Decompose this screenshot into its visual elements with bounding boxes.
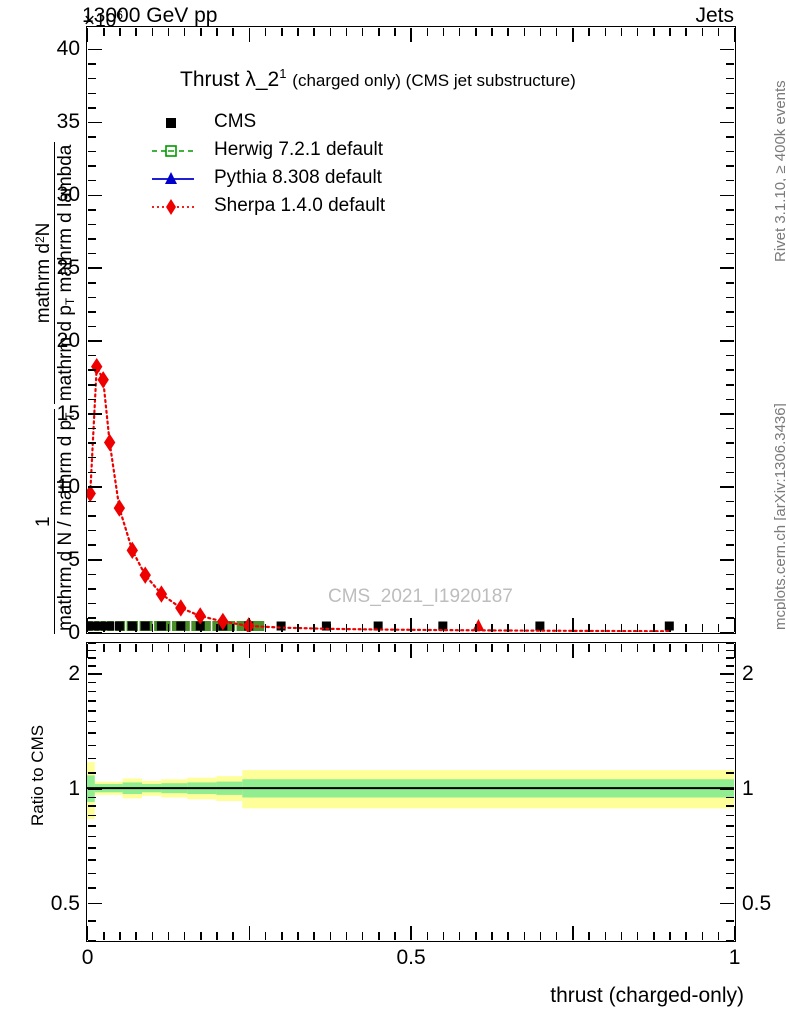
y-tick-label: 25 [56,256,80,280]
ratio-axis-title: Ratio to CMS [28,724,47,826]
y-axis-numerator-one: 1 [33,409,56,634]
data-point-marker [140,621,150,631]
data-point-marker [155,585,168,603]
x-axis-title: thrust (charged-only) [550,984,744,1007]
data-point-marker [156,621,166,631]
ratio-y-tick-labels: 0.5 1 2 [20,642,80,942]
beam-energy-label: 13000 GeV pp [82,4,218,27]
rivet-version-note: Rivet 3.1.10, ≥ 400k events [772,80,786,262]
mcplots-reference-note: mcplots.cern.ch [arXiv:1306.3436] [772,403,786,630]
series-sherpa [87,357,671,632]
ratio-plot-frame [86,642,736,942]
legend-key-herwig [150,136,208,164]
data-point-marker [321,621,331,631]
y-tick-label: 30 [56,183,80,207]
data-point-marker [114,621,124,631]
series-herwig [87,621,265,631]
data-point-marker [472,619,485,631]
y-axis-num2-tail: N [33,222,54,237]
y-tick-label: 15 [56,401,80,425]
plot-title-superscript: 1 [279,66,287,81]
main-plot-frame [86,26,736,634]
y-axis-den2-sub: T [63,297,78,306]
y-axis-den2-text: mathrm d p [55,305,77,402]
ratio-plot-svg [87,762,734,820]
y-axis-title-frac-right: mathrm d2N mathrm d pT mathrm d lambda [33,141,78,405]
data-point-marker [105,621,115,631]
y-tick-label: 5 [68,547,80,571]
legend-label-cms: CMS [214,111,257,132]
y-axis-denominator-dptdlambda: mathrm d pT mathrm d lambda [55,142,78,405]
legend-label-sherpa: Sherpa 1.4.0 default [214,195,386,216]
ratio-y-tick-label: 0.5 [50,891,80,915]
legend-key-cms [150,108,208,136]
data-point-marker [87,621,95,631]
x-tick-label: 1 [728,946,741,969]
data-point-marker [175,599,187,617]
x-tick-labels: 0 0.5 1 [82,946,741,980]
data-point-marker [276,621,286,631]
ratio-y-tick-label-right: 1 [742,776,754,800]
y-axis-num2-sup: 2 [33,236,47,244]
main-y-tick-labels: 0 5 10 15 20 25 30 35 40 [20,26,80,643]
data-point-marker [87,484,96,503]
ratio-y-tick-label-right: 2 [742,661,754,685]
data-point-marker [126,541,138,560]
y-axis-num2-text: mathrm d [33,243,54,324]
scale-exponent: 6 [116,8,123,22]
legend-key-sherpa [150,192,208,220]
legend-key-pythia [150,164,208,192]
x-tick-label: 0 [81,946,94,969]
data-point-marker [664,621,674,631]
ratio-y-tick-label: 2 [68,661,80,685]
data-point-marker [103,433,116,452]
y-axis-numerator-d2n: mathrm d2N [33,141,56,405]
data-point-marker [217,612,229,631]
y-tick-label: 40 [56,37,80,61]
page-title: Thrust λ_21 (charged only) (CMS jet subs… [180,66,576,92]
y-axis-denominator-dndpt: mathrm d N / mathrm d pT [55,409,78,634]
plot-title-qualifier: (charged only) (CMS jet substructure) [292,71,576,90]
y-tick-label: 20 [56,329,80,353]
y-axis-den2-tail: mathrm d lambda [55,144,77,298]
data-point-marker [535,621,545,631]
data-point-marker [113,499,126,517]
y-axis-title-frac-left: 1 mathrm d N / mathrm d pT [33,409,78,634]
data-point-marker [139,566,151,584]
y-tick-label: 0 [68,620,80,644]
data-point-marker [176,621,186,631]
data-point-marker [91,357,103,376]
data-point-marker [194,607,206,625]
data-point-marker [92,621,102,631]
legend-label-pythia: Pythia 8.308 default [214,167,382,188]
ratio-plot-canvas [87,643,734,940]
x-tick-label: 0.5 [396,946,426,969]
y-tick-label: 10 [56,474,80,498]
sherpa-curve [89,362,671,632]
analysis-category-label: Jets [695,4,734,27]
data-point-marker [127,621,137,631]
ratio-y-tick-label: 1 [68,776,80,800]
ratio-y-tick-label-right: 0.5 [742,891,772,915]
y-tick-label: 35 [56,110,80,134]
analysis-id-watermark: CMS_2021_I1920187 [328,586,513,607]
y-axis-den1-sub: T [63,412,78,420]
y-axis-title: 1 mathrm d N / mathrm d pT mathrm d2N ma… [33,141,78,634]
legend-label-herwig: Herwig 7.2.1 default [214,139,383,160]
ratio-y-tick-labels-right: 0.5 1 2 [742,642,786,942]
plot-title-main: Thrust λ_2 [180,68,280,91]
y-axis-den1-text: mathrm d N / mathrm d p [55,419,77,631]
